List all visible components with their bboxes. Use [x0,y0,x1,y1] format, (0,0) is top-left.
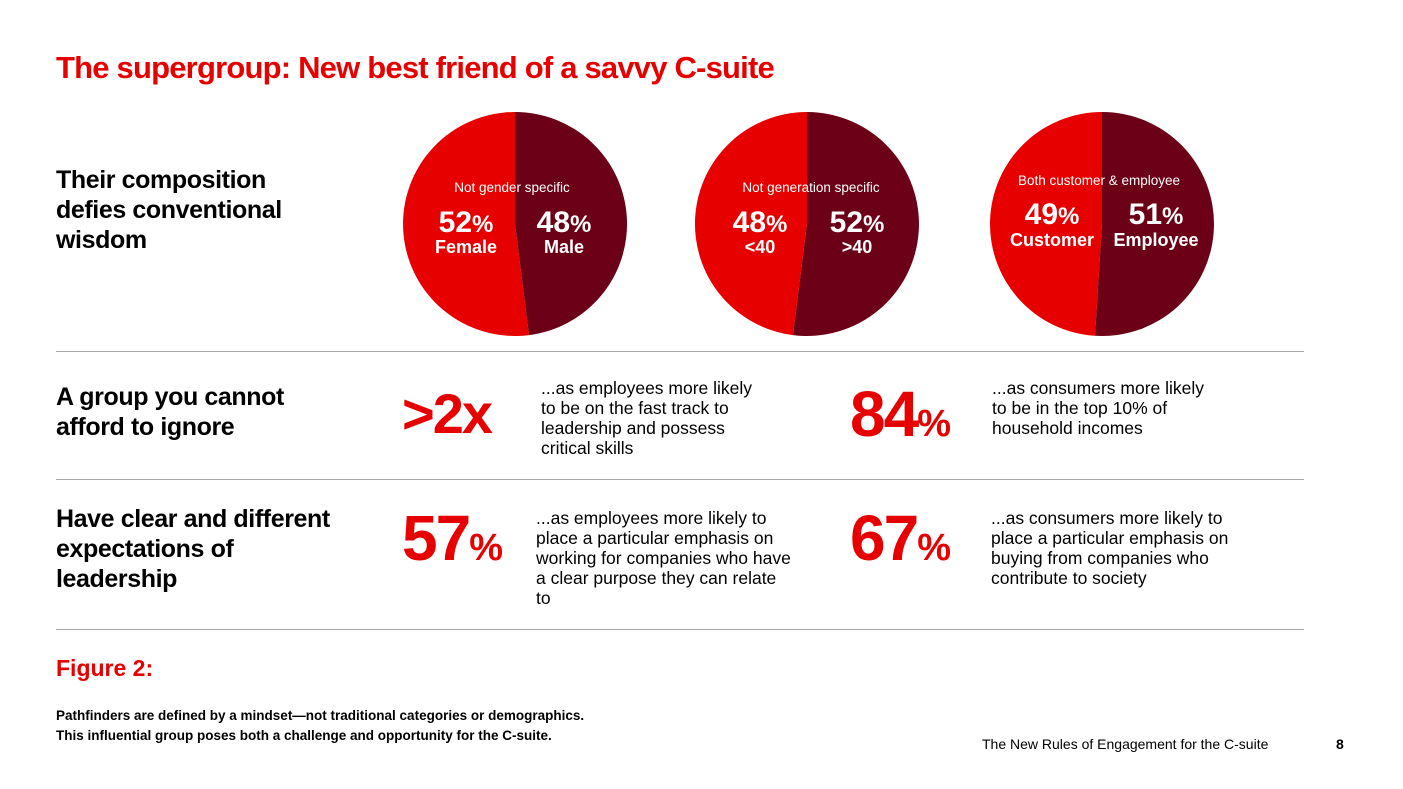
pie-slice-under-40 [694,112,807,336]
row-label-expectations: Have clear and different expectations of… [56,505,330,593]
stat-value-purpose: 57% [402,502,503,574]
pie-label-customer: Customer [1009,230,1094,250]
stat-value-fast-track: >2x [402,382,493,445]
pie-value-over-40: 52% [829,206,885,239]
pie-label-employee: Employee [1113,230,1199,250]
divider [56,479,1304,480]
figure-caption-line: This influential group poses both a chal… [56,728,552,743]
pie-label-male: Male [543,237,585,257]
pie-slice-employee [1094,112,1214,336]
pie-title-customer-employee: Both customer & employee [1017,173,1181,188]
pie-value-customer: 49% [1024,198,1080,231]
stat-text-fast-track: ...as employees more likely to be on the… [541,378,753,458]
stat-text-top-income: ...as consumers more likely to be in the… [992,378,1205,438]
divider [56,351,1304,352]
pie-label-over-40: >40 [841,237,873,257]
pie-title-generation: Not generation specific [742,180,880,195]
figure-caption: Pathfinders are defined by a mindset—not… [56,706,584,746]
pie-slice-male [515,112,628,336]
pie-label-female: Female [434,237,498,257]
pie-value-under-40: 48% [732,206,788,239]
pie-value-male: 48% [536,206,592,239]
stat-value-society: 67% [850,502,951,574]
pie-label-under-40: <40 [744,237,776,257]
pie-title-gender: Not gender specific [454,180,570,195]
row-label-composition: Their composition defies conventional wi… [56,166,282,254]
pie-slice-over-40 [792,112,919,336]
pie-value-employee: 51% [1128,198,1184,231]
row-label-ignore: A group you cannot afford to ignore [56,383,284,441]
footer-title: The New Rules of Engagement for the C-su… [982,736,1269,752]
page-number: 8 [1336,736,1344,752]
stat-text-society: ...as consumers more likely to place a p… [991,508,1229,588]
pie-chart-gender [403,112,628,336]
pie-slice-female [403,112,530,336]
pie-slice-customer [989,112,1102,336]
divider [56,629,1304,630]
figure-label: Figure 2: [56,655,154,681]
pie-chart-generation [694,112,919,336]
pie-value-female: 52% [438,206,494,239]
figure-caption-line: Pathfinders are defined by a mindset—not… [56,708,585,723]
stat-value-top-income: 84% [850,378,951,450]
stat-text-purpose: ...as employees more likely to place a p… [536,508,791,608]
pie-chart-customer-employee [989,112,1214,336]
page-title: The supergroup: New best friend of a sav… [56,50,775,85]
